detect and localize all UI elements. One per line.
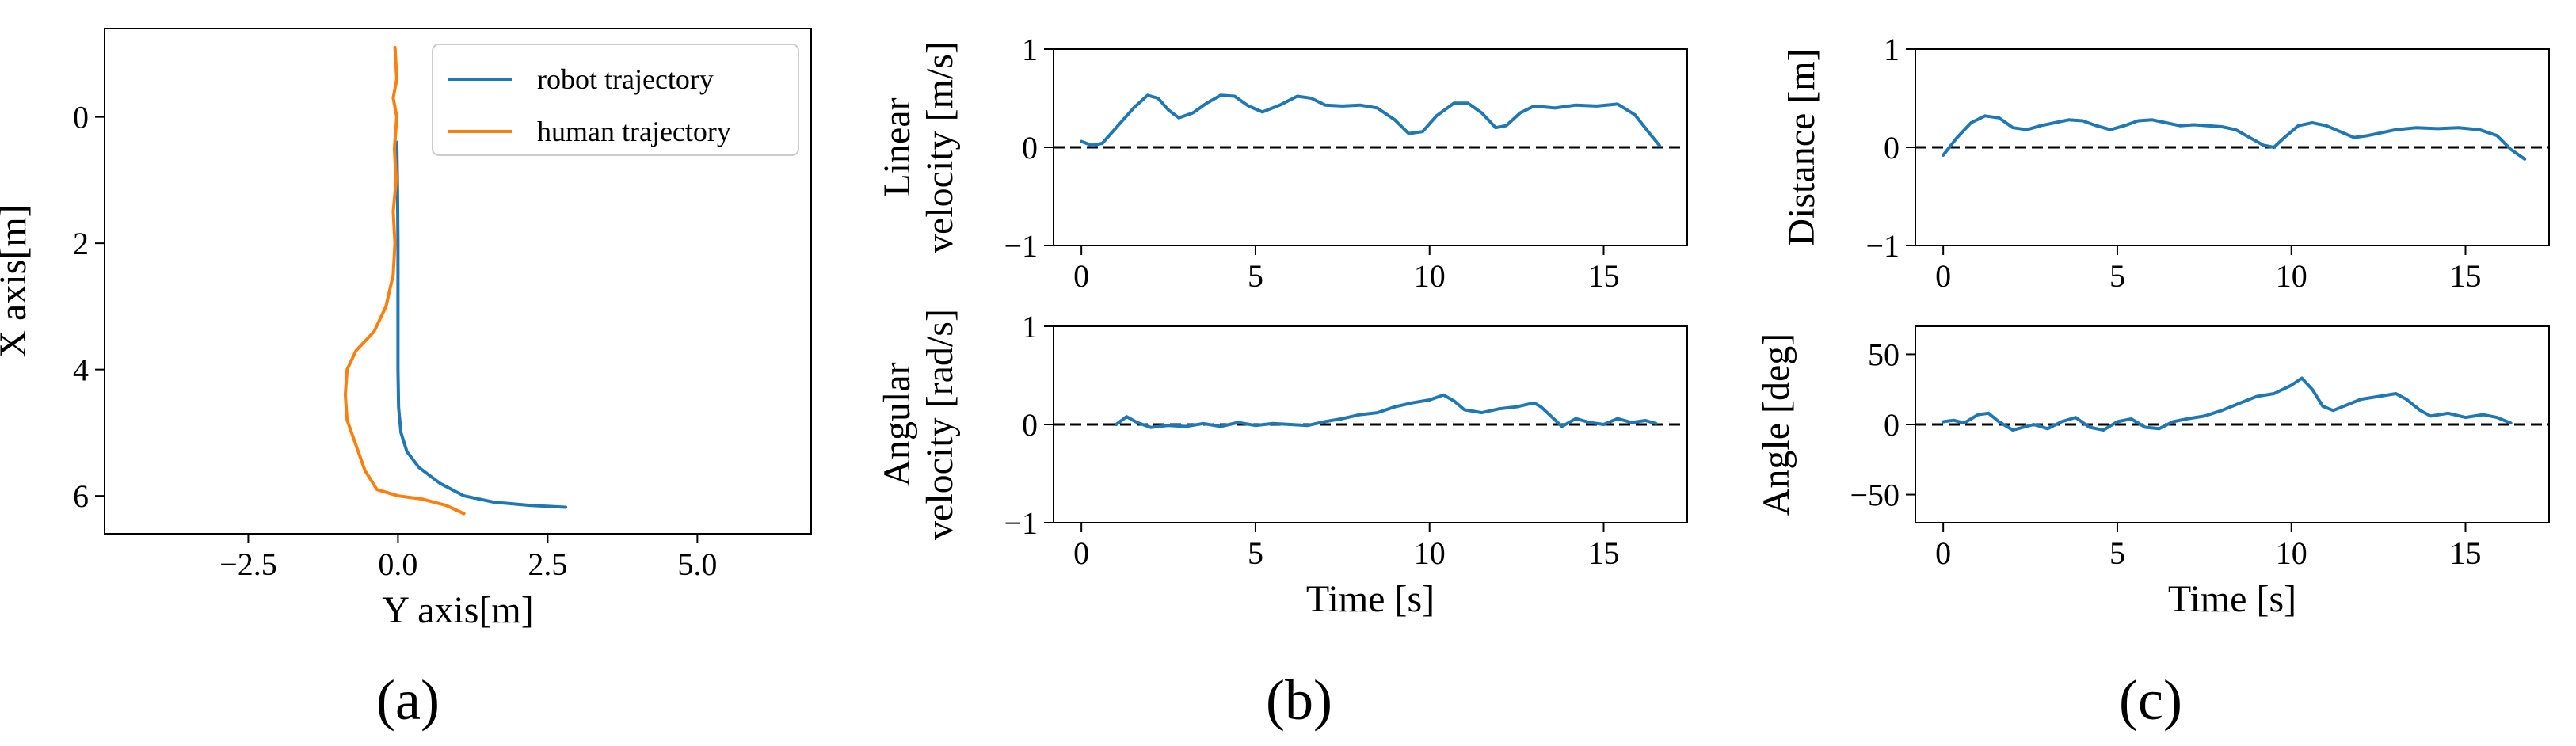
y-axis-label: velocity [rad/s]: [919, 309, 961, 540]
x-tick-label: 15: [2450, 535, 2482, 571]
y-tick-label: 1: [1022, 309, 1038, 344]
y-tick-label: 0: [1022, 130, 1038, 166]
x-tick-label: 0: [1935, 258, 1951, 294]
series-line-linear-velocity: [1080, 93, 1661, 147]
plot-frame: [104, 28, 812, 535]
angular-velocity-chart: 0 5 10 15 −1 0 1 Time [s] Angular velocity [rad/s…: [876, 309, 1688, 620]
x-axis-label: Time [s]: [1306, 578, 1435, 620]
x-tick-label: 0: [1935, 535, 1951, 571]
y-axis-label: Linear: [876, 97, 918, 196]
y-tick-label: 0: [1884, 130, 1900, 166]
x-tick-label: 5: [1248, 535, 1263, 571]
y-tick-label: −1: [1004, 228, 1038, 264]
y-tick-label: −50: [1850, 478, 1900, 513]
series-line-human-trajectory: [343, 45, 466, 516]
x-tick-label: 5: [2109, 258, 2125, 294]
x-tick-label: 10: [2276, 535, 2307, 571]
y-tick-label: 0: [1884, 407, 1900, 443]
y-tick-label: 1: [1884, 32, 1900, 67]
x-tick-label: 15: [2450, 258, 2482, 294]
panel-label-a: (a): [376, 668, 440, 732]
series-line-robot-trajectory: [394, 140, 568, 509]
x-tick-label: 2.5: [528, 546, 567, 582]
panel-label-b: (b): [1266, 668, 1332, 732]
y-axis-label: Angular: [876, 362, 918, 486]
y-tick-label: 0: [73, 100, 89, 135]
y-tick-label: −1: [1865, 228, 1900, 264]
y-tick-label: 1: [1022, 32, 1038, 67]
x-tick-label: 10: [2276, 258, 2307, 294]
y-tick-label: 4: [73, 352, 89, 388]
x-tick-label: 10: [1414, 535, 1446, 571]
series-line-angle: [1942, 376, 2513, 432]
x-tick-label: 5: [2109, 535, 2125, 571]
y-tick-label: 50: [1868, 337, 1900, 372]
y-tick-label: 2: [73, 226, 89, 261]
x-tick-label: 10: [1414, 258, 1446, 294]
linear-velocity-chart: 0 5 10 15 −1 0 1 Linear velocity [m/s]: [876, 32, 1688, 294]
x-axis-label: Time [s]: [2168, 578, 2296, 620]
x-tick-label: 15: [1588, 535, 1620, 571]
legend-box: [432, 44, 799, 156]
y-axis-label: velocity [m/s]: [919, 41, 961, 253]
x-tick-label: 0: [1073, 535, 1089, 571]
y-axis-label: Angle [deg]: [1755, 333, 1797, 516]
x-tick-label: 0: [1073, 258, 1089, 294]
x-axis-label: Y axis[m]: [382, 589, 534, 631]
y-tick-label: −1: [1004, 505, 1038, 541]
series-line-angular-velocity: [1115, 393, 1658, 429]
x-tick-label: 0.0: [378, 546, 417, 582]
x-tick-label: 15: [1588, 258, 1620, 294]
x-tick-label: −2.5: [219, 546, 277, 582]
trajectory-chart: −2.5 0.0 2.5 5.0 0 2 4 6 Y axis[m] X axis[m] robot…: [0, 28, 812, 631]
distance-chart: 0 5 10 15 −1 0 1 Distance [m]: [1781, 32, 2550, 294]
x-tick-label: 5: [1248, 258, 1263, 294]
panel-label-c: (c): [2119, 668, 2182, 732]
legend-label-human-trajectory: human trajectory: [537, 116, 731, 147]
x-tick-label: 5.0: [677, 546, 717, 582]
y-tick-label: 0: [1022, 407, 1038, 443]
angle-chart: 0 5 10 15 −50 0 50 Time [s] Angle [deg]: [1755, 325, 2550, 620]
series-line-distance: [1942, 114, 2527, 161]
y-axis-label: Distance [m]: [1781, 48, 1823, 245]
y-axis-label: X axis[m]: [0, 204, 34, 357]
y-tick-label: 6: [73, 478, 89, 514]
legend-label-robot-trajectory: robot trajectory: [537, 63, 714, 95]
